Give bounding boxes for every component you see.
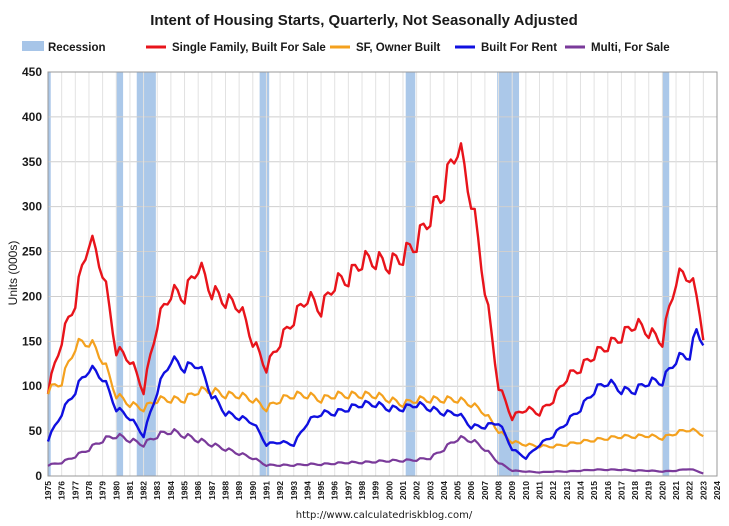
x-tick-label: 2003 xyxy=(425,481,435,500)
x-axis: 1975 1976 1977 1978 1979 1980 1981 1982 1983 1984… xyxy=(43,481,722,500)
x-tick-label: 1982 xyxy=(139,481,149,500)
x-tick-label: 2001 xyxy=(398,481,408,500)
x-tick-label: 2022 xyxy=(685,481,695,500)
y-tick-label: 250 xyxy=(22,245,42,259)
x-tick-label: 2000 xyxy=(384,481,394,500)
x-tick-label: 1977 xyxy=(70,481,80,500)
y-axis-label: Units (000s) xyxy=(6,241,20,306)
legend-label: Multi, For Sale xyxy=(591,42,670,54)
x-tick-label: 1976 xyxy=(57,481,67,500)
x-tick-label: 2020 xyxy=(657,481,667,500)
y-tick-label: 0 xyxy=(35,469,42,483)
x-tick-label: 2007 xyxy=(480,481,490,500)
x-tick-label: 2004 xyxy=(439,481,449,500)
x-tick-label: 1975 xyxy=(43,481,53,500)
recession-band xyxy=(405,72,416,476)
x-tick-label: 1999 xyxy=(371,481,381,500)
plot-area xyxy=(46,71,718,477)
legend-label: Single Family, Built For Sale xyxy=(172,42,326,54)
x-tick-label: 2023 xyxy=(698,481,708,500)
x-tick-label: 2017 xyxy=(616,481,626,500)
series-line-0 xyxy=(46,142,705,422)
source-url: http://www.calculatedriskblog.com/ xyxy=(296,510,473,521)
x-tick-label: 2011 xyxy=(535,481,545,500)
x-tick-label: 2005 xyxy=(453,481,463,500)
x-tick-label: 1993 xyxy=(289,481,299,500)
x-tick-label: 1998 xyxy=(357,481,367,500)
x-tick-label: 2010 xyxy=(521,481,531,500)
legend: Recession Single Family, Built For Sale SF… xyxy=(22,41,670,54)
x-tick-label: 2014 xyxy=(575,481,585,500)
series-line-3 xyxy=(47,428,704,475)
x-tick-label: 1980 xyxy=(111,481,121,500)
x-tick-label: 1978 xyxy=(84,481,94,500)
recession-band xyxy=(662,72,670,476)
x-tick-label: 2002 xyxy=(412,481,422,500)
series-line-1 xyxy=(46,337,704,449)
y-tick-label: 400 xyxy=(22,110,42,124)
y-tick-label: 100 xyxy=(22,379,42,393)
recession-band xyxy=(136,72,156,476)
y-tick-label: 50 xyxy=(29,424,43,438)
x-tick-label: 1992 xyxy=(275,481,285,500)
x-tick-label: 1996 xyxy=(330,481,340,500)
legend-label: SF, Owner Built xyxy=(356,42,441,54)
x-tick-label: 2021 xyxy=(671,481,681,500)
recession-band xyxy=(48,72,51,476)
recession-band xyxy=(116,72,124,476)
plot-border xyxy=(47,71,718,477)
y-tick-label: 300 xyxy=(22,200,42,214)
x-tick-label: 1985 xyxy=(180,481,190,500)
x-tick-label: 2008 xyxy=(494,481,504,500)
series-line-2 xyxy=(46,328,705,460)
legend-label: Built For Rent xyxy=(481,42,557,54)
y-tick-label: 350 xyxy=(22,155,42,169)
x-tick-label: 2012 xyxy=(548,481,558,500)
gridlines xyxy=(47,71,718,477)
x-tick-label: 1995 xyxy=(316,481,326,500)
x-tick-label: 1997 xyxy=(343,481,353,500)
x-tick-label: 2018 xyxy=(630,481,640,500)
recession-band xyxy=(259,72,270,476)
legend-swatch-recession xyxy=(22,41,44,51)
recession-band xyxy=(497,72,520,476)
x-tick-label: 2024 xyxy=(712,481,722,500)
x-tick-label: 1989 xyxy=(234,481,244,500)
recession-bands xyxy=(48,72,670,476)
x-tick-label: 1990 xyxy=(248,481,258,500)
x-tick-label: 1987 xyxy=(207,481,217,500)
series-lines xyxy=(46,142,705,475)
x-tick-label: 2013 xyxy=(562,481,572,500)
x-tick-label: 1983 xyxy=(152,481,162,500)
x-tick-label: 1991 xyxy=(261,481,271,500)
x-tick-label: 2009 xyxy=(507,481,517,500)
x-tick-label: 1979 xyxy=(98,481,108,500)
x-tick-label: 1981 xyxy=(125,481,135,500)
x-tick-label: 1986 xyxy=(193,481,203,500)
y-tick-label: 200 xyxy=(22,289,42,303)
chart-title: Intent of Housing Starts, Quarterly, Not… xyxy=(150,12,578,29)
x-tick-label: 2006 xyxy=(466,481,476,500)
x-tick-label: 1994 xyxy=(302,481,312,500)
legend-label: Recession xyxy=(48,42,106,54)
y-tick-label: 450 xyxy=(22,65,42,79)
x-tick-label: 2016 xyxy=(603,481,613,500)
y-tick-label: 150 xyxy=(22,334,42,348)
x-tick-label: 1984 xyxy=(166,481,176,500)
x-tick-label: 2019 xyxy=(644,481,654,500)
y-axis: 0 50 100 150 200 250 300 350 400 450 xyxy=(22,65,42,483)
x-tick-label: 1988 xyxy=(220,481,230,500)
x-tick-label: 2015 xyxy=(589,481,599,500)
